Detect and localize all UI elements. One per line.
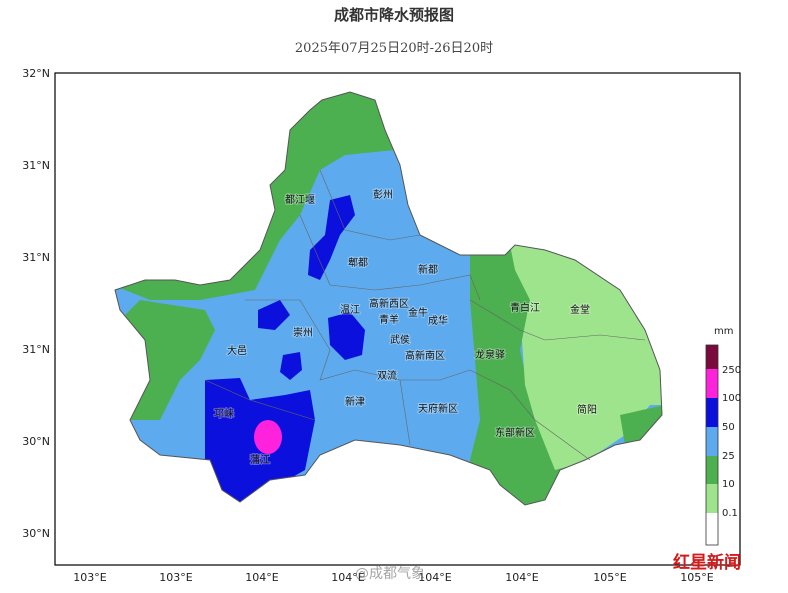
district-label: 高新西区 [369,297,409,310]
lat-label: 31°N [22,343,50,356]
subtitle: 2025年07月25日20时-26日20时 [295,41,493,56]
legend-swatch [706,427,718,456]
lon-label: 103°E [73,571,106,584]
district-label: 青白江 [510,301,540,314]
district-label: 郫都 [348,256,368,269]
district-label: 成华 [428,314,448,327]
watermark: @成都气象 [355,566,425,582]
legend-label: 100 [722,393,741,404]
lat-label: 30°N [22,527,50,540]
lat-label: 31°N [22,159,50,172]
district-label: 简阳 [577,403,597,416]
district-label: 龙泉驿 [475,348,505,361]
district-label: 都江堰 [285,194,315,206]
district-label: 天府新区 [418,402,458,415]
district-label: 东部新区 [495,426,535,439]
lon-label: 104°E [418,571,451,584]
lon-label: 105°E [680,571,713,584]
legend-swatch [706,345,718,369]
legend-label: 25 [722,451,735,462]
lon-label: 104°E [245,571,278,584]
lat-label: 30°N [22,435,50,448]
legend-label: 0.1 [722,508,738,519]
lon-labels: 103°E 103°E 104°E 104°E 104°E 104°E 105°… [73,571,713,584]
district-label: 温江 [340,304,360,316]
legend-label: 250 [722,365,741,376]
district-label: 青羊 [379,313,399,326]
district-label: 武侯 [390,333,410,346]
lat-label: 31°N [22,251,50,264]
city-boundary [114,91,663,506]
lon-label: 104°E [331,571,364,584]
lat-labels: 32°N 31°N 31°N 31°N 30°N 30°N [22,67,50,540]
district-label: 高新南区 [405,349,445,362]
district-label: 新都 [418,263,438,276]
logo: 红星新闻 [673,552,741,573]
district-label: 崇州 [293,327,313,339]
legend-label: 10 [722,479,735,490]
district-label: 金堂 [570,303,590,316]
district-label: 蒲江 [250,453,270,466]
lon-label: 104°E [505,571,538,584]
legend: mm 250 100 50 25 10 0.1 [705,326,741,546]
district-labels: 彭州 都江堰 郫都 新都 温江 高新西区 青羊 金牛 成华 崇州 大邑 武侯 高… [213,187,598,467]
title: 成都市降水预报图 [334,6,454,24]
legend-border [705,344,719,546]
district-label: 双流 [377,369,397,382]
district-label: 邛崃 [214,408,234,420]
legend-unit: mm [714,326,733,337]
legend-swatch [706,484,718,513]
district-label: 金牛 [408,306,428,319]
district-label: 新津 [345,395,365,408]
district-label: 大邑 [227,344,247,357]
legend-swatch [706,398,718,427]
district-label: 彭州 [373,188,393,201]
district-boundaries [204,169,646,461]
map-frame [54,72,741,566]
legend-swatch [706,369,718,398]
legend-swatch [706,513,718,545]
lat-label: 32°N [22,67,50,80]
legend-label: 50 [722,422,735,433]
lon-label: 105°E [593,571,626,584]
lon-label: 103°E [159,571,192,584]
legend-swatch [706,456,718,484]
